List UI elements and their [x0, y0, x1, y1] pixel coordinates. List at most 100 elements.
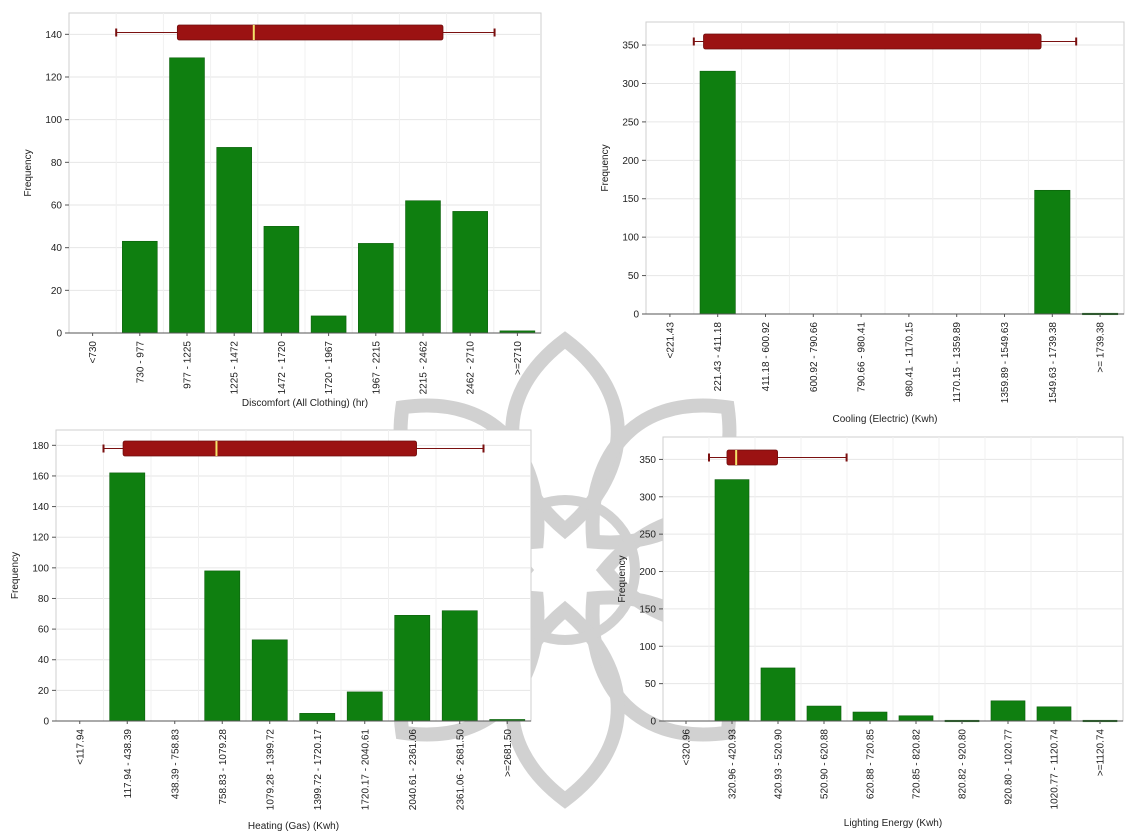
- y-tick-label: 100: [45, 115, 62, 126]
- y-tick-label: 100: [32, 563, 49, 574]
- x-tick-label: 221.43 - 411.18: [713, 322, 724, 392]
- y-axis-title: Frequency: [10, 552, 21, 599]
- y-axis-title: Frequency: [23, 149, 34, 196]
- y-tick-label: 200: [639, 567, 656, 578]
- histogram-bar[interactable]: 1020.77 - 1120.74: 19: [1036, 706, 1072, 722]
- y-axis-title: Frequency: [600, 144, 611, 191]
- y-tick-label: 100: [622, 233, 639, 244]
- y-tick-label: 140: [45, 30, 62, 41]
- x-tick-label: >=1120.74: [1096, 729, 1107, 777]
- x-tick-label: >=2710: [513, 341, 524, 375]
- x-tick-label: 1549.63 - 1739.38: [1048, 322, 1059, 404]
- y-tick-label: 350: [622, 41, 639, 52]
- y-tick-label: 0: [56, 329, 62, 340]
- x-tick-label: 1225 - 1472: [230, 341, 241, 395]
- y-tick-label: 40: [51, 243, 63, 254]
- y-tick-label: 60: [38, 625, 50, 636]
- y-tick-label: 50: [645, 679, 657, 690]
- x-axis-title: Cooling (Electric) (Kwh): [832, 414, 937, 425]
- x-tick-label: <221.43: [665, 322, 676, 359]
- x-tick-label: <117.94: [75, 729, 86, 765]
- x-tick-label: 320.96 - 420.93: [728, 729, 739, 799]
- x-tick-label: >= 1739.38: [1096, 322, 1107, 373]
- histogram-bar[interactable]: 420.93 - 520.90: 71: [760, 667, 796, 722]
- x-tick-label: 1079.28 - 1399.72: [265, 729, 276, 811]
- y-tick-label: 0: [650, 717, 656, 728]
- y-tick-label: 250: [639, 530, 656, 541]
- y-tick-label: 20: [38, 686, 50, 697]
- boxplot-box: [726, 449, 778, 466]
- histogram-bar[interactable]: 730 - 977: 43: [122, 240, 158, 334]
- y-axis-title: Frequency: [617, 555, 628, 602]
- histogram-bar[interactable]: 977 - 1225: 129: [169, 57, 205, 334]
- histogram-bar[interactable]: 1967 - 2215: 42: [358, 243, 394, 334]
- y-tick-label: 250: [622, 117, 639, 128]
- y-tick-label: 80: [51, 158, 63, 169]
- x-tick-label: 2215 - 2462: [419, 341, 430, 395]
- y-tick-label: 150: [622, 194, 639, 205]
- y-tick-label: 80: [38, 594, 50, 605]
- y-tick-label: 40: [38, 655, 50, 666]
- x-tick-label: 1720 - 1967: [324, 341, 335, 395]
- x-tick-label: 1170.15 - 1359.89: [952, 322, 963, 403]
- x-axis-title: Lighting Energy (Kwh): [844, 818, 942, 829]
- x-tick-label: 438.39 - 758.83: [170, 729, 181, 799]
- x-tick-label: 980.41 - 1170.15: [904, 322, 915, 397]
- histogram-bar[interactable]: 920.80 - 1020.77: 27: [990, 700, 1026, 722]
- y-tick-label: 350: [639, 455, 656, 466]
- histogram-bar[interactable]: 320.96 - 420.93: 323: [714, 479, 750, 722]
- histogram-bar[interactable]: 2361.06 - 2681.50: 72: [441, 610, 478, 722]
- x-tick-label: 2361.06 - 2681.50: [455, 729, 466, 811]
- y-tick-label: 300: [639, 492, 656, 503]
- histogram-bar[interactable]: 1225 - 1472: 87: [216, 147, 252, 334]
- histogram-bar[interactable]: 2040.61 - 2361.06: 69: [394, 615, 431, 722]
- x-tick-label: 758.83 - 1079.28: [218, 729, 229, 805]
- x-tick-label: 820.82 - 920.80: [958, 729, 969, 799]
- x-tick-label: 1967 - 2215: [371, 341, 382, 395]
- y-tick-label: 120: [32, 533, 49, 544]
- x-tick-label: 411.18 - 600.92: [761, 322, 772, 392]
- y-tick-label: 50: [628, 271, 640, 282]
- y-tick-label: 120: [45, 73, 62, 84]
- y-tick-label: 160: [32, 471, 49, 482]
- y-tick-label: 150: [639, 604, 656, 615]
- x-tick-label: 600.92 - 790.66: [809, 322, 820, 392]
- x-tick-label: 1399.72 - 1720.17: [313, 729, 324, 811]
- x-tick-label: 620.88 - 720.85: [866, 729, 877, 799]
- x-tick-label: <320.96: [682, 729, 693, 766]
- x-tick-label: 920.80 - 1020.77: [1004, 729, 1015, 805]
- histogram-bar[interactable]: 520.90 - 620.88: 20: [806, 705, 842, 722]
- histogram-bar[interactable]: 1472 - 1720: 50: [263, 226, 300, 334]
- x-tick-label: 420.93 - 520.90: [774, 729, 785, 799]
- y-tick-label: 200: [622, 156, 639, 167]
- x-tick-label: 1359.89 - 1549.63: [1000, 322, 1011, 404]
- x-tick-label: 1472 - 1720: [277, 341, 288, 395]
- y-tick-label: 20: [51, 286, 63, 297]
- x-tick-label: 2462 - 2710: [466, 341, 477, 395]
- histogram-bar[interactable]: 1720.17 - 2040.61: 19: [346, 691, 383, 722]
- histogram-bar[interactable]: 620.88 - 720.85: 12: [852, 711, 888, 722]
- y-tick-label: 100: [639, 642, 656, 653]
- x-tick-label: 1020.77 - 1120.74: [1050, 729, 1061, 810]
- boxplot-box: [703, 33, 1042, 50]
- histogram-bar[interactable]: 221.43 - 411.18: 316: [699, 70, 736, 315]
- histogram-bar[interactable]: 758.83 - 1079.28: 98: [204, 570, 241, 722]
- boxplot-box: [122, 440, 417, 457]
- x-tick-label: <730: [88, 341, 99, 364]
- x-tick-label: 720.85 - 820.82: [912, 729, 923, 799]
- boxplot-box: [176, 24, 444, 41]
- y-tick-label: 60: [51, 201, 63, 212]
- y-tick-label: 0: [43, 717, 49, 728]
- x-tick-label: 1720.17 - 2040.61: [360, 729, 371, 811]
- x-tick-label: 117.94 - 438.39: [123, 729, 134, 799]
- y-tick-label: 140: [32, 502, 49, 513]
- x-tick-label: 977 - 1225: [183, 341, 194, 389]
- y-tick-label: 180: [32, 441, 49, 452]
- histogram-bar[interactable]: 1549.63 - 1739.38: 161: [1034, 189, 1071, 315]
- histogram-bar[interactable]: 720.85 - 820.82: 7: [898, 715, 934, 722]
- x-tick-label: >=2681.50: [503, 729, 514, 777]
